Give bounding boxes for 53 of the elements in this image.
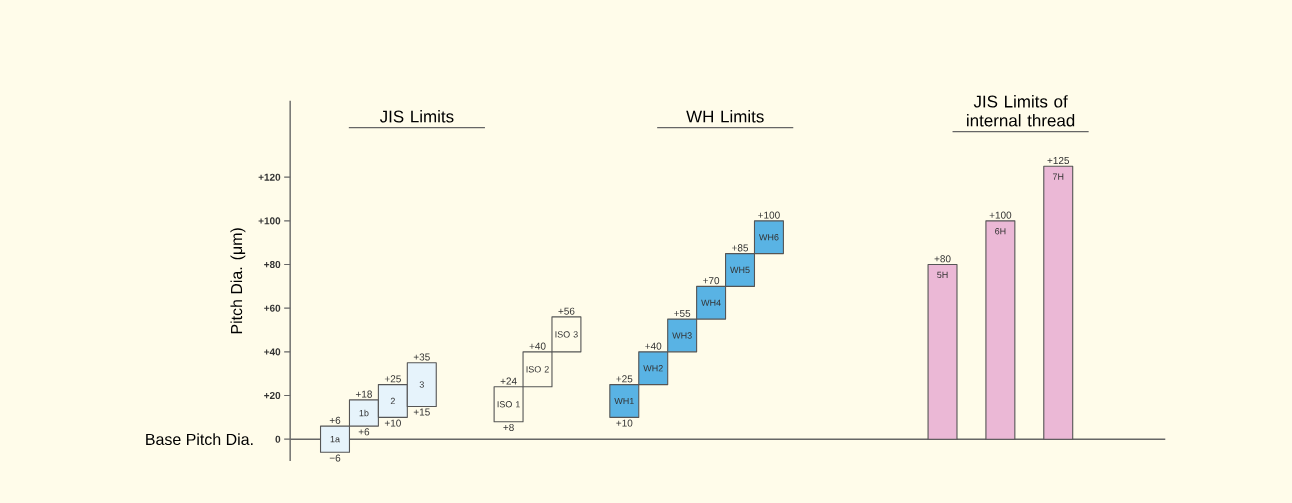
y-tick-label: 0 — [275, 435, 281, 443]
data-label: +40 — [645, 342, 662, 350]
data-label: +25 — [384, 375, 401, 383]
annotation: JIS Limits of internal thread — [967, 95, 1075, 127]
data-label: +80 — [934, 255, 951, 263]
x-tick-label: WH6 — [759, 234, 779, 241]
data-label: +85 — [732, 244, 749, 252]
x-tick-label: WH1 — [614, 397, 634, 405]
data-label: +100 — [989, 211, 1012, 219]
annotation: +10 — [384, 419, 401, 427]
y-tick-label: +120 — [258, 173, 281, 181]
x-tick-label: 6H — [995, 228, 1006, 235]
bar — [927, 264, 958, 440]
annotation: +6 — [358, 428, 370, 436]
data-label: +40 — [529, 342, 546, 350]
x-tick-label: WH4 — [701, 299, 721, 306]
data-label: +55 — [674, 309, 691, 317]
x-tick-label: 1b — [359, 409, 369, 417]
data-label: +70 — [703, 277, 720, 285]
x-tick-label: 1a — [330, 436, 340, 443]
data-label: +25 — [616, 375, 633, 383]
x-tick-label: ISO 1 — [497, 401, 520, 408]
y-tick-label: +80 — [264, 261, 281, 269]
annotation: −6 — [329, 454, 341, 462]
annotation: WH Limits — [686, 110, 764, 123]
y-tick-label: +40 — [264, 348, 281, 356]
annotation: +15 — [413, 408, 430, 416]
x-tick-label: WH3 — [672, 332, 692, 339]
annotation: +10 — [616, 419, 633, 427]
x-tick-label: 3 — [419, 381, 424, 388]
bar — [985, 220, 1016, 440]
data-label: +125 — [1047, 157, 1070, 165]
data-label: +56 — [558, 307, 575, 315]
y-tick-label: +100 — [258, 217, 281, 225]
annotation: +8 — [503, 423, 514, 431]
data-label: +35 — [413, 353, 430, 361]
ref-line-label: Base Pitch Dia. — [146, 433, 253, 446]
data-label: +6 — [329, 416, 341, 424]
bar — [1043, 165, 1074, 440]
x-tick-label: 7H — [1052, 173, 1064, 180]
x-tick-label: WH2 — [643, 365, 663, 372]
data-label: +18 — [355, 390, 372, 398]
y-axis-title: Pitch Dia. (μm) — [230, 228, 246, 334]
data-label: +24 — [500, 377, 517, 385]
x-tick-label: WH5 — [730, 266, 750, 274]
x-tick-label: 5H — [937, 271, 948, 279]
y-tick-label: +20 — [264, 392, 281, 400]
data-label: +100 — [758, 211, 780, 219]
x-tick-label: ISO 2 — [526, 366, 549, 373]
annotation: JIS Limits — [379, 110, 454, 123]
x-tick-label: ISO 3 — [555, 331, 578, 338]
x-tick-label: 2 — [390, 397, 395, 405]
y-tick-label: +60 — [264, 304, 281, 312]
